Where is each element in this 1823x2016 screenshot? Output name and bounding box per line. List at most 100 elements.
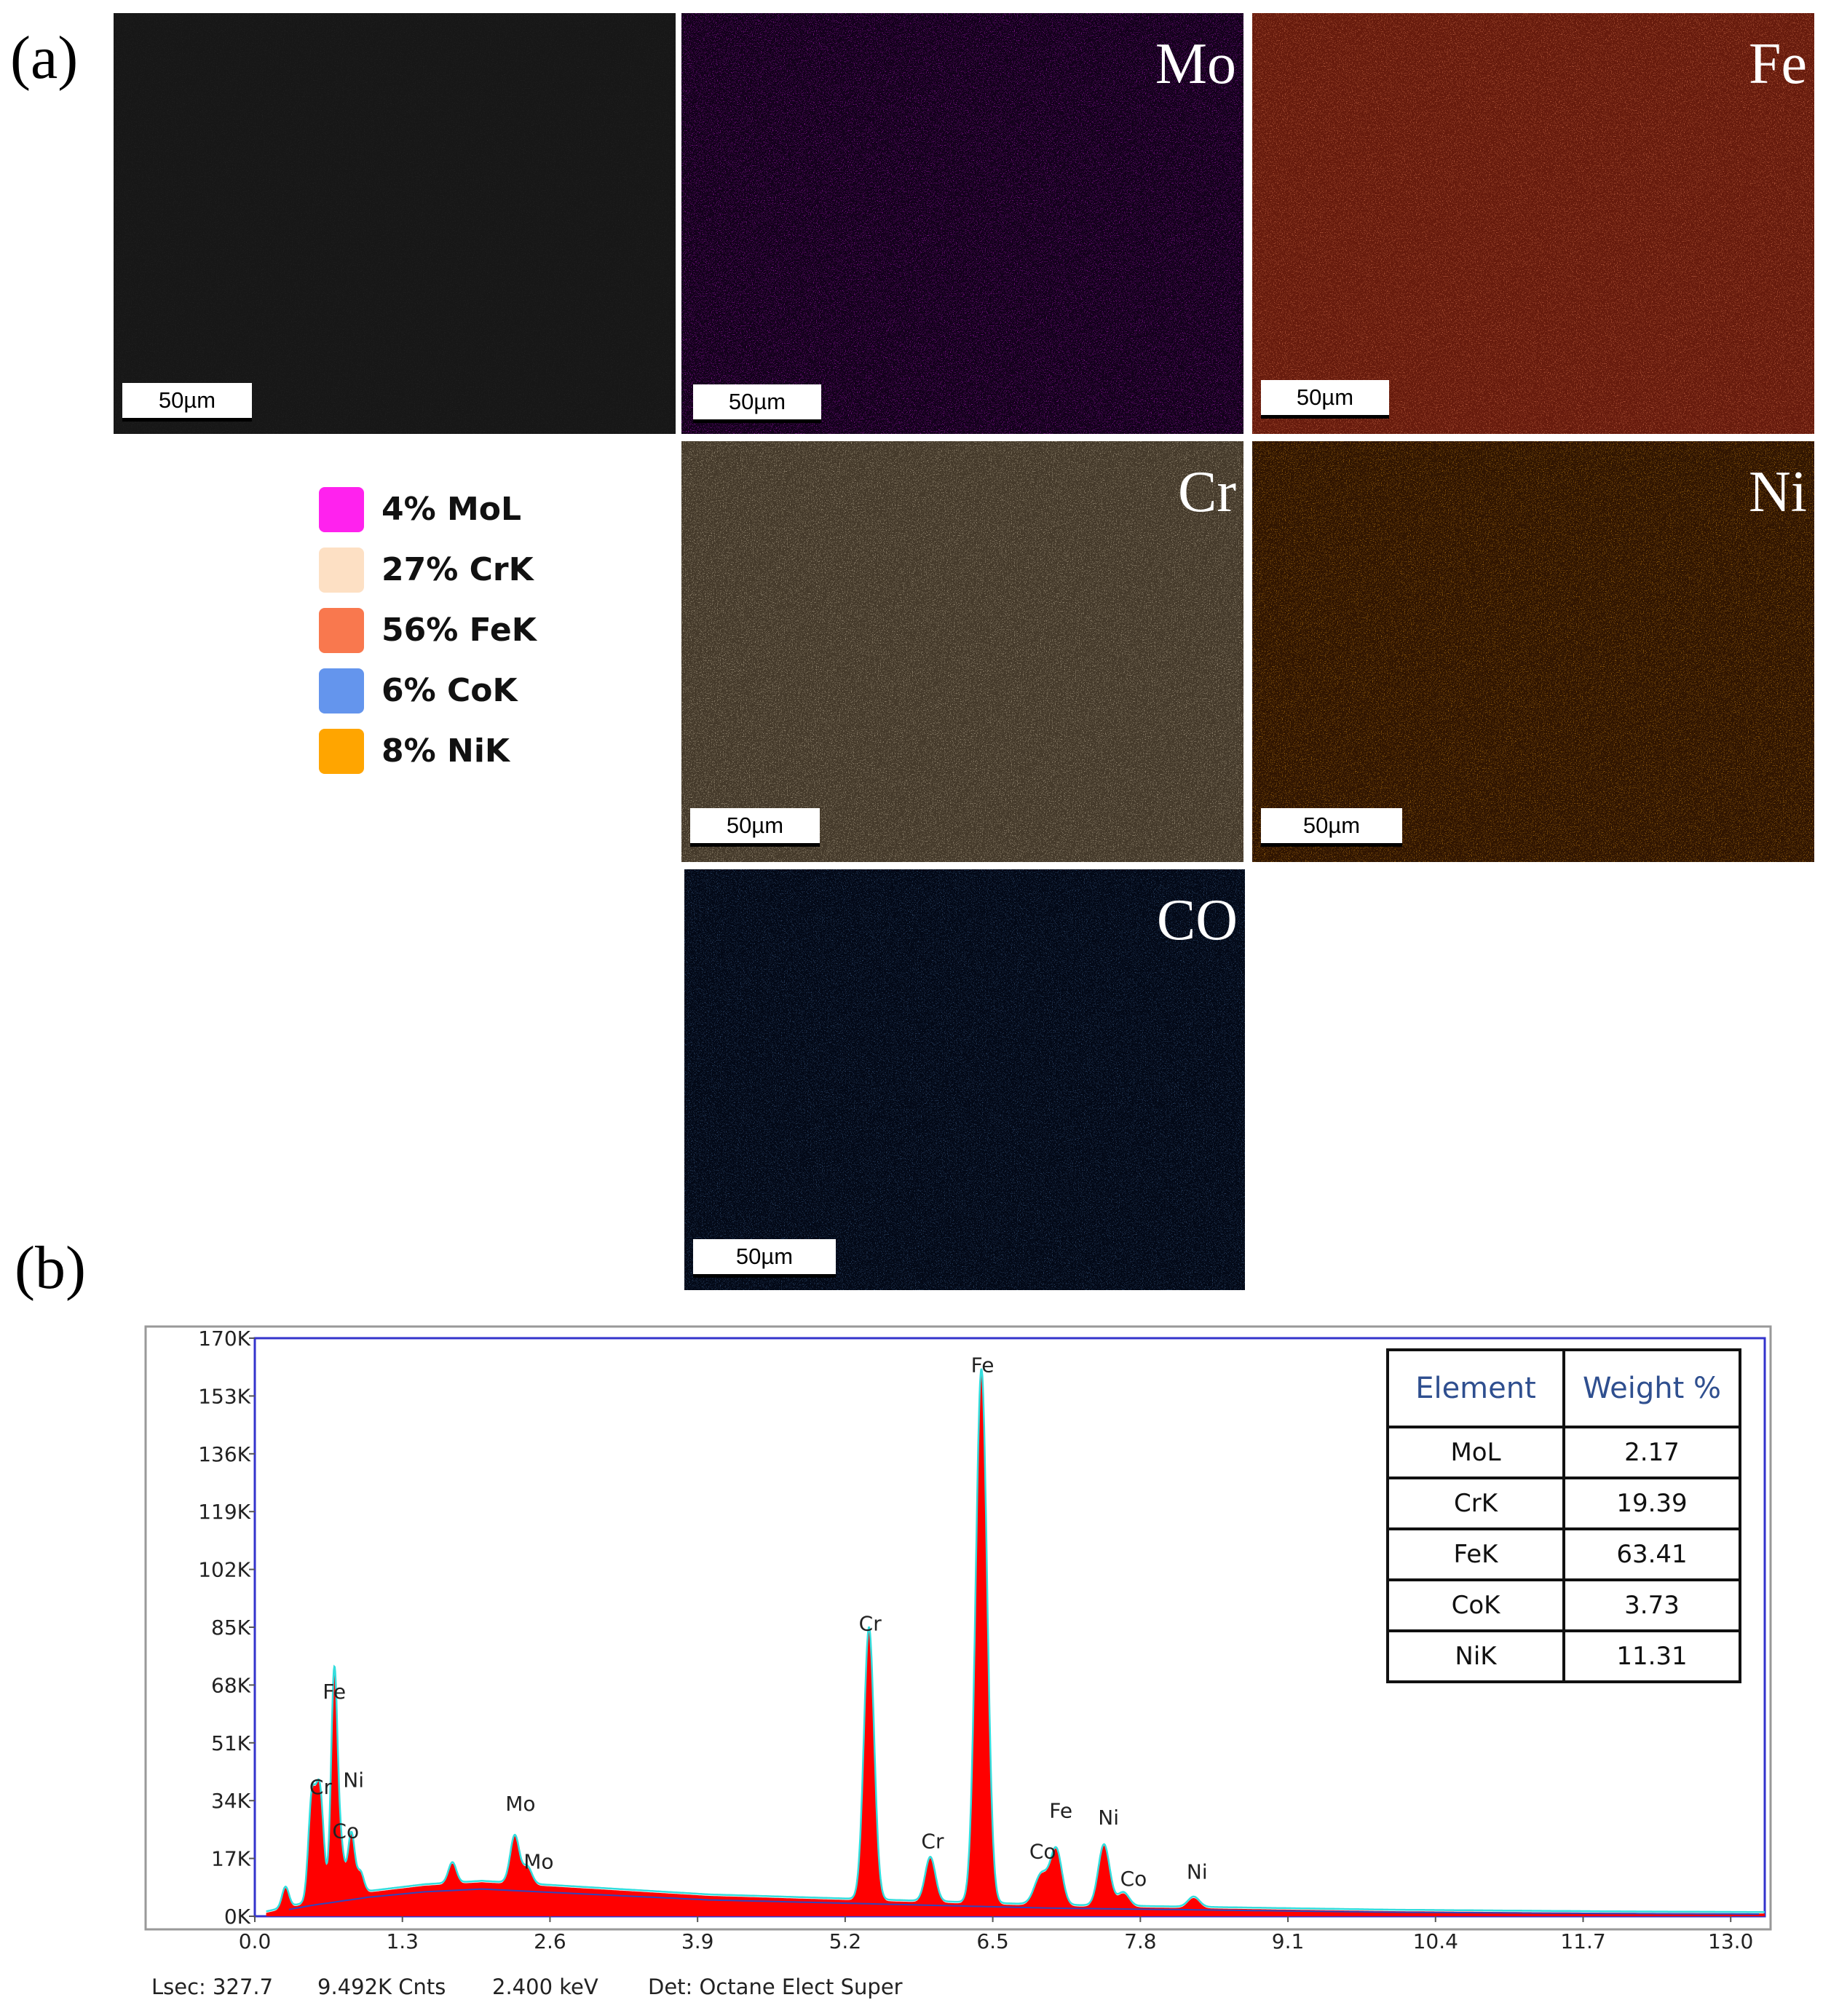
peak-label: Cr	[859, 1612, 882, 1636]
x-tick-label: 9.1	[1272, 1929, 1305, 1953]
table-cell-element: NiK	[1386, 1629, 1565, 1683]
table-row: NiK 11.31	[1386, 1629, 1741, 1683]
peak-label: Ni	[1187, 1860, 1208, 1884]
peak-label: Fe	[1049, 1799, 1072, 1823]
y-tick-label: 119K	[198, 1500, 250, 1524]
peak-label: Co	[1120, 1867, 1147, 1891]
y-tick-label: 153K	[198, 1384, 250, 1408]
peak-label: Mo	[523, 1850, 553, 1874]
table-cell-element: CrK	[1386, 1477, 1565, 1530]
legend-entry: 56% FeK	[319, 600, 537, 660]
legend-entry: 6% CoK	[319, 660, 537, 721]
y-tick-label: 51K	[211, 1731, 251, 1755]
footer-kev: 2.400 keV	[492, 1975, 598, 1999]
legend-label: 4% MoL	[381, 491, 522, 528]
scale-bar: 50µm	[693, 384, 821, 423]
peak-label: Fe	[971, 1353, 994, 1377]
footer-detector: Det: Octane Elect Super	[648, 1975, 903, 1999]
map-texture	[681, 441, 1243, 862]
x-tick-label: 6.5	[976, 1929, 1009, 1953]
legend-entry: 27% CrK	[319, 539, 537, 600]
map-label-ni: Ni	[1749, 460, 1807, 524]
legend-label: 27% CrK	[381, 551, 534, 588]
peak-label: Mo	[505, 1792, 535, 1816]
table-header-row: Element Weight %	[1386, 1348, 1741, 1428]
table-row: CoK 3.73	[1386, 1578, 1741, 1632]
table-row: MoL 2.17	[1386, 1426, 1741, 1479]
legend-entry: 4% MoL	[319, 479, 537, 539]
scale-bar: 50µm	[690, 808, 820, 847]
x-tick-label: 7.8	[1124, 1929, 1157, 1953]
table-row: FeK 63.41	[1386, 1527, 1741, 1581]
table-cell-element: MoL	[1386, 1426, 1565, 1479]
y-tick-label: 17K	[211, 1847, 251, 1871]
y-tick-label: 85K	[211, 1616, 251, 1640]
legend-swatch	[319, 668, 364, 713]
y-tick-label: 102K	[198, 1558, 250, 1582]
legend-entry: 8% NiK	[319, 721, 537, 781]
x-tick-label: 11.7	[1560, 1929, 1605, 1953]
panel-a-letter: (a)	[10, 24, 79, 92]
map-texture	[684, 869, 1245, 1290]
table-header-weight: Weight %	[1562, 1348, 1741, 1428]
legend-label: 56% FeK	[381, 612, 537, 649]
legend-swatch	[319, 486, 364, 532]
y-tick-label: 0K	[224, 1905, 251, 1929]
map-label-mo: Mo	[1155, 32, 1236, 96]
map-co: CO 50µm	[684, 869, 1245, 1290]
footer-lsec: Lsec: 327.7	[151, 1975, 274, 1999]
legend-swatch	[319, 547, 364, 593]
map-label-co: CO	[1156, 888, 1238, 952]
table-cell-weight: 11.31	[1562, 1629, 1741, 1683]
map-texture	[1252, 13, 1814, 434]
peak-label: Fe	[323, 1680, 346, 1704]
legend-label: 6% CoK	[381, 672, 518, 709]
scale-bar: 50µm	[693, 1239, 836, 1278]
weight-percent-table: Element Weight % MoL 2.17 CrK 19.39 FeK …	[1386, 1348, 1741, 1683]
scale-bar: 50µm	[1261, 808, 1402, 847]
composition-legend: 4% MoL 27% CrK 56% FeK 6% CoK 8% NiK	[319, 479, 537, 781]
x-tick-label: 13.0	[1708, 1929, 1753, 1953]
y-tick-label: 170K	[198, 1327, 250, 1351]
peak-label: Ni	[343, 1768, 364, 1792]
x-tick-label: 3.9	[681, 1929, 714, 1953]
table-cell-element: FeK	[1386, 1527, 1565, 1581]
panel-b-letter: (b)	[15, 1234, 86, 1302]
scale-bar: 50µm	[1261, 380, 1389, 419]
x-tick-label: 10.4	[1413, 1929, 1458, 1953]
map-texture	[114, 13, 676, 434]
x-tick-label: 5.2	[829, 1929, 862, 1953]
scale-bar: 50µm	[122, 383, 252, 422]
table-row: CrK 19.39	[1386, 1477, 1741, 1530]
table-cell-weight: 63.41	[1562, 1527, 1741, 1581]
x-tick-label: 2.6	[534, 1929, 566, 1953]
map-mo: Mo 50µm	[681, 13, 1243, 434]
y-tick-label: 68K	[211, 1673, 251, 1697]
y-tick-label: 34K	[211, 1789, 251, 1813]
peak-label: Co	[1029, 1840, 1056, 1864]
x-tick-label: 1.3	[386, 1929, 419, 1953]
table-cell-weight: 19.39	[1562, 1477, 1741, 1530]
background-line	[288, 1888, 1760, 1915]
spectrum-outline	[266, 1368, 1765, 1913]
y-tick-label: 136K	[198, 1442, 250, 1466]
peak-label: Cr	[309, 1775, 333, 1799]
peak-label: Ni	[1098, 1806, 1119, 1830]
legend-swatch	[319, 728, 364, 774]
map-texture	[1252, 441, 1814, 862]
map-ni: Ni 50µm	[1252, 441, 1814, 862]
footer-counts: 9.492K Cnts	[317, 1975, 446, 1999]
map-sem: 50µm	[114, 13, 676, 434]
map-label-cr: Cr	[1178, 460, 1236, 524]
table-cell-weight: 2.17	[1562, 1426, 1741, 1479]
map-label-fe: Fe	[1749, 32, 1807, 96]
table-cell-element: CoK	[1386, 1578, 1565, 1632]
map-fe: Fe 50µm	[1252, 13, 1814, 434]
peak-label: Co	[332, 1819, 359, 1843]
map-texture	[681, 13, 1243, 434]
table-header-element: Element	[1386, 1348, 1565, 1428]
table-cell-weight: 3.73	[1562, 1578, 1741, 1632]
legend-swatch	[319, 607, 364, 653]
legend-label: 8% NiK	[381, 732, 510, 770]
